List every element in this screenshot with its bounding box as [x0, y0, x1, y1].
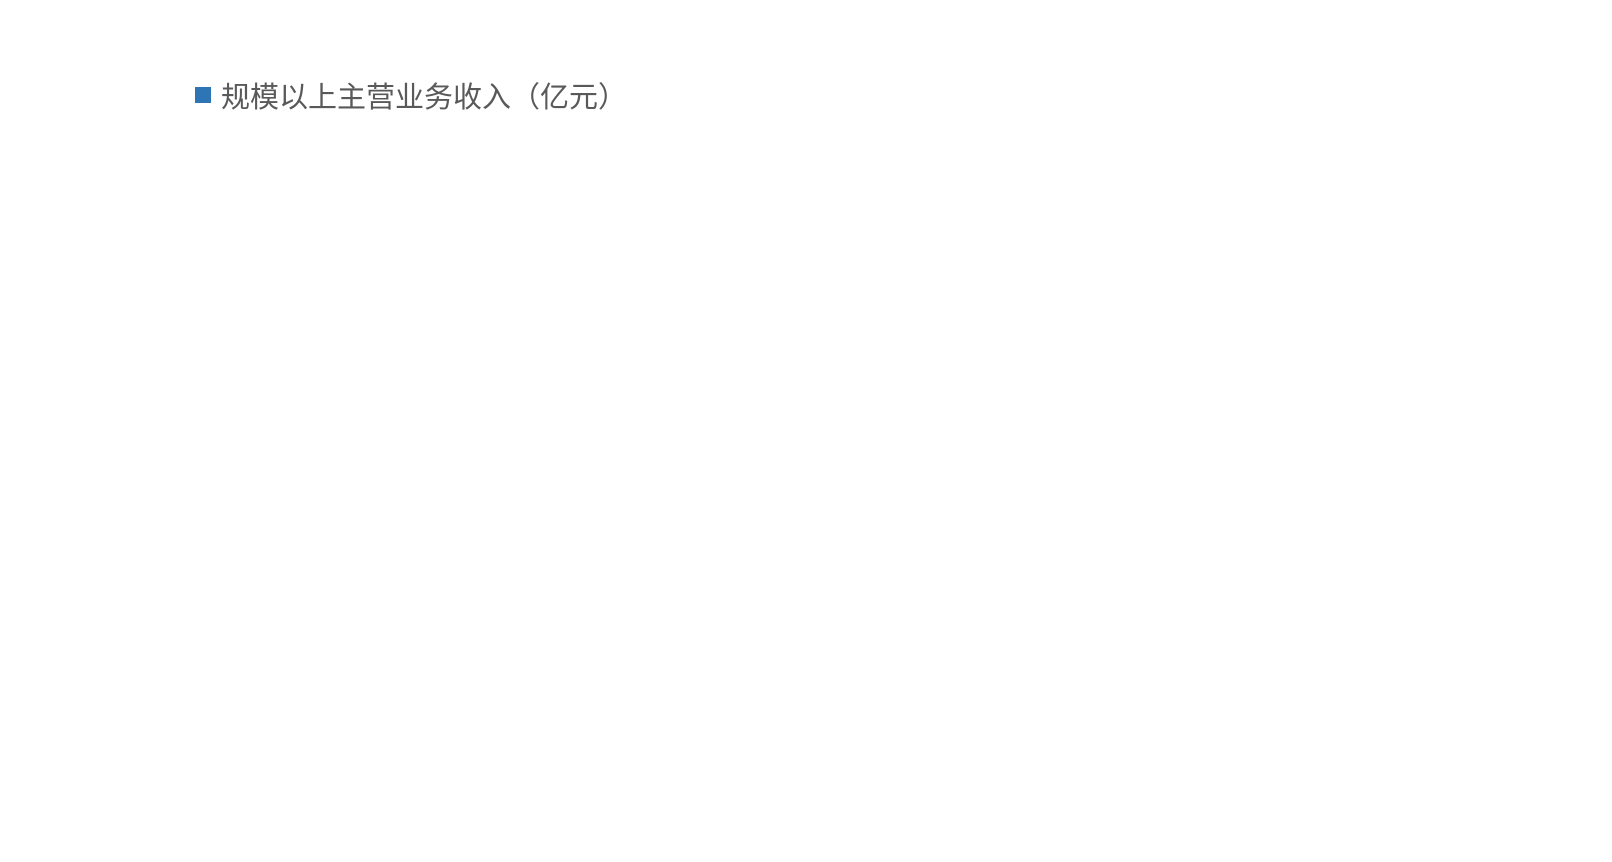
x-tick-label: 2023: [1349, 819, 1418, 854]
bar-2017: [726, 173, 760, 797]
bar-2019: [939, 321, 973, 797]
x-tick-label: 2014: [388, 819, 457, 854]
data-label: 10112: [1342, 112, 1426, 147]
y-tick-label: 8000: [65, 283, 132, 316]
data-label: 8742: [494, 198, 563, 233]
bar-2021: [1153, 188, 1187, 797]
bar-2020: [1046, 286, 1080, 797]
bar-2012: [191, 381, 225, 797]
bar-2014: [405, 276, 439, 797]
x-tick-label: 2019: [922, 819, 991, 854]
bar-2023: [1367, 166, 1401, 797]
data-label: 8188: [1029, 232, 1098, 267]
x-tick-label: 2021: [1136, 819, 1205, 854]
data-label: 6656: [174, 328, 243, 363]
y-tick-label: 12000: [49, 34, 132, 67]
data-label: 10023: [1234, 118, 1320, 153]
bar-2024: [1474, 123, 1508, 797]
x-tick-label: 2016: [601, 819, 670, 854]
x-tick-label: 2017: [708, 819, 777, 854]
legend-label: 规模以上主营业务收入（亿元）: [221, 80, 628, 114]
data-label: 9749: [1136, 135, 1205, 170]
data-label: 7682: [281, 264, 350, 299]
data-label: 7619: [922, 268, 991, 303]
x-tick-label: 2013: [281, 819, 350, 854]
data-label: 9536: [601, 148, 670, 183]
data-label: 8207: [815, 231, 884, 266]
legend-swatch: [195, 87, 211, 103]
x-tick-label: 2024: [1456, 819, 1525, 854]
x-tick-label: 2012: [174, 819, 243, 854]
bar-2015: [512, 251, 546, 797]
x-tick-label: 2015: [494, 819, 563, 854]
bar-2018: [833, 284, 866, 797]
data-label: 10804: [1447, 69, 1533, 104]
y-tick-label: 4000: [65, 532, 132, 565]
x-tick-label: 2018: [815, 819, 884, 854]
legend: 规模以上主营业务收入（亿元）: [195, 74, 627, 116]
bar-2022: [1260, 171, 1294, 797]
data-label: 10000: [700, 119, 786, 154]
x-tick-label: 2022: [1242, 819, 1311, 854]
y-tick-label: 0: [115, 782, 132, 815]
bar-2016: [619, 202, 653, 797]
x-tick-label: 2020: [1029, 819, 1098, 854]
bar-2013: [298, 317, 332, 797]
data-label: 8348: [388, 222, 457, 257]
